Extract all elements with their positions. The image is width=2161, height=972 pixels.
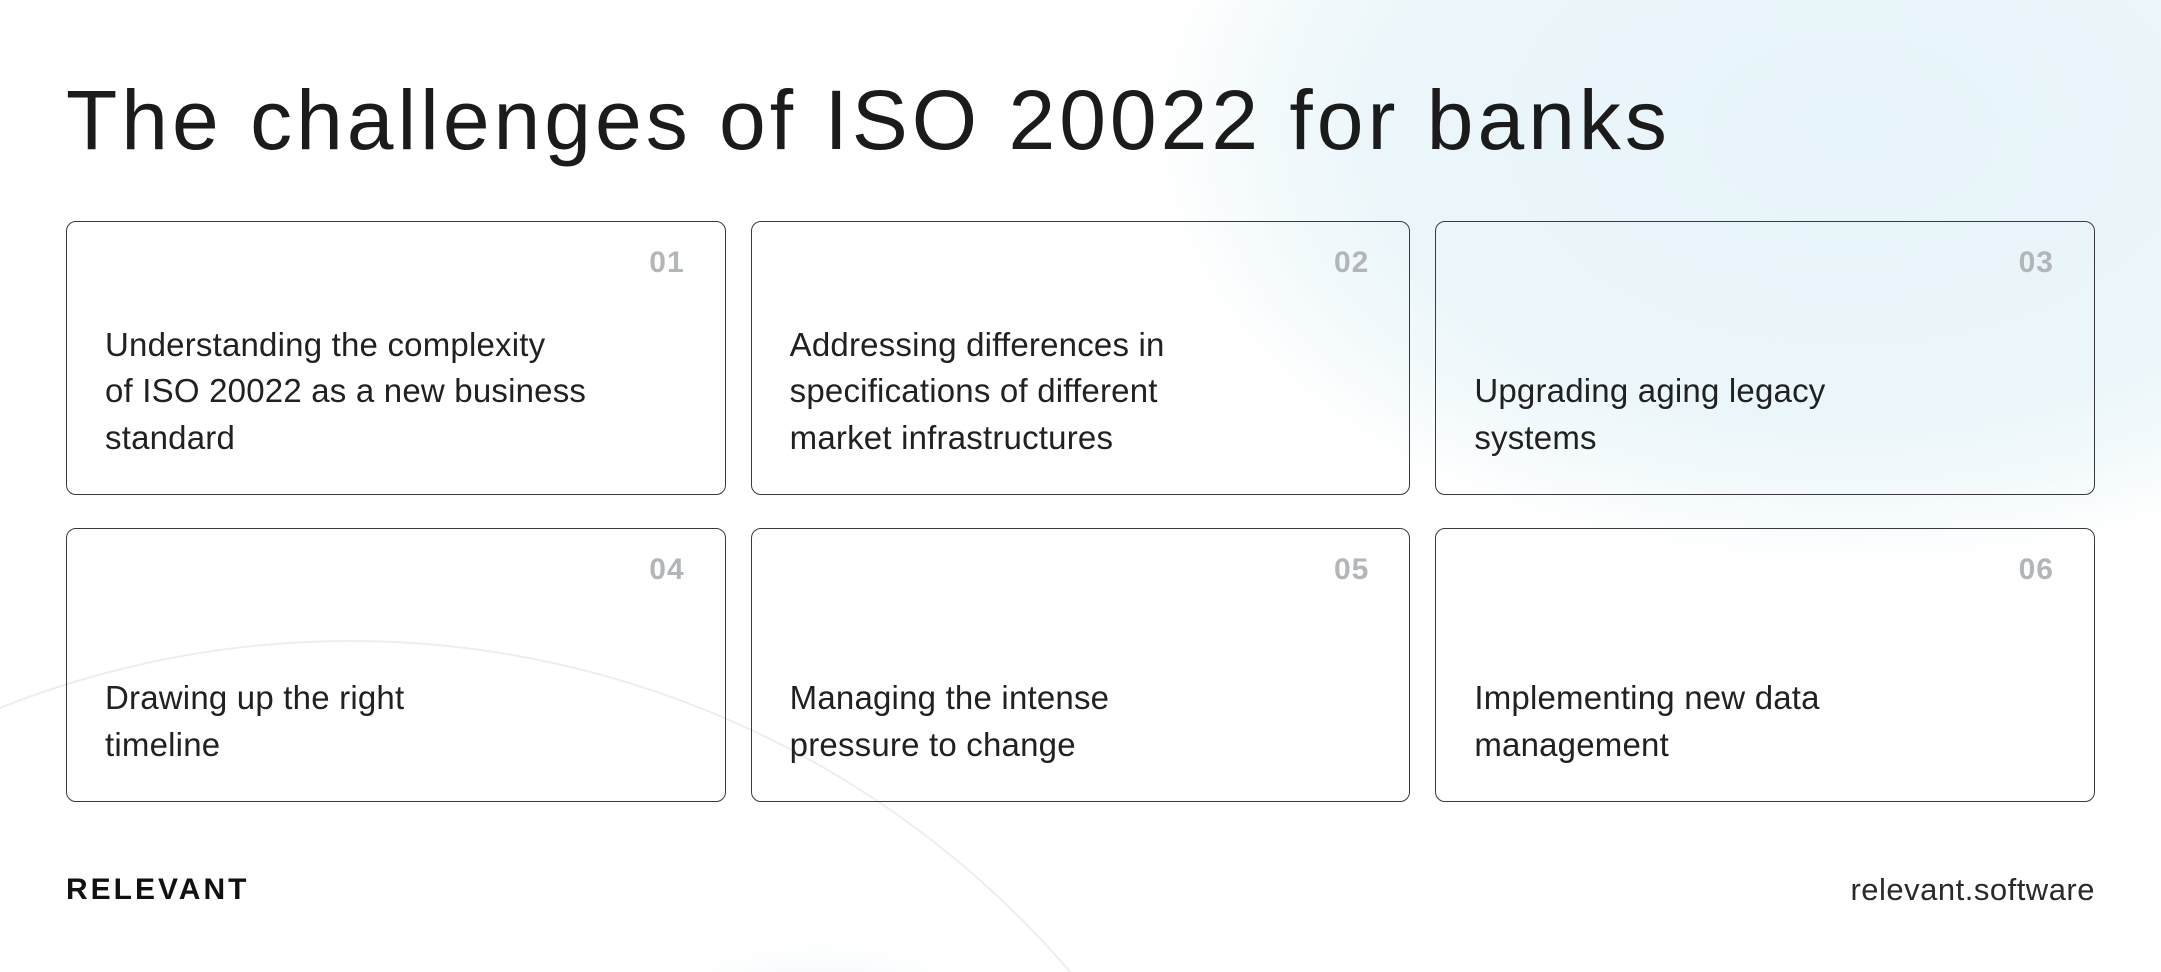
footer: RELEVANT relevant.software bbox=[66, 872, 2095, 908]
challenge-card-05: 05 Managing the intense pressure to chan… bbox=[750, 528, 1411, 803]
card-number: 02 bbox=[1333, 246, 1370, 280]
card-text: Drawing up the right timeline bbox=[105, 679, 405, 764]
challenge-card-04: 04 Drawing up the right timeline bbox=[66, 528, 726, 803]
challenge-card-06: 06 Implementing new data management bbox=[1435, 528, 2095, 803]
card-text: Upgrading aging legacy systems bbox=[1474, 372, 1826, 457]
relevant-logo: RELEVANT bbox=[66, 873, 250, 907]
card-number: 01 bbox=[649, 246, 685, 280]
challenges-grid: 01 Understanding the complexity of ISO 2… bbox=[66, 221, 2095, 803]
card-text: Understanding the complexity of ISO 2002… bbox=[105, 325, 587, 457]
card-number: 03 bbox=[2018, 246, 2054, 280]
card-text: Managing the intense pressure to change bbox=[789, 679, 1110, 764]
card-number: 04 bbox=[649, 553, 685, 587]
card-number: 05 bbox=[1333, 553, 1370, 587]
card-text: Addressing differences in specifications… bbox=[789, 325, 1165, 457]
page-title: The challenges of ISO 20022 for banks bbox=[66, 73, 1671, 167]
challenge-card-03: 03 Upgrading aging legacy systems bbox=[1435, 221, 2095, 496]
challenge-card-01: 01 Understanding the complexity of ISO 2… bbox=[66, 221, 726, 496]
website-label: relevant.software bbox=[1850, 872, 2095, 908]
card-text: Implementing new data management bbox=[1474, 679, 1820, 764]
challenge-card-02: 02 Addressing differences in specificati… bbox=[750, 221, 1411, 496]
card-number: 06 bbox=[2018, 553, 2054, 587]
